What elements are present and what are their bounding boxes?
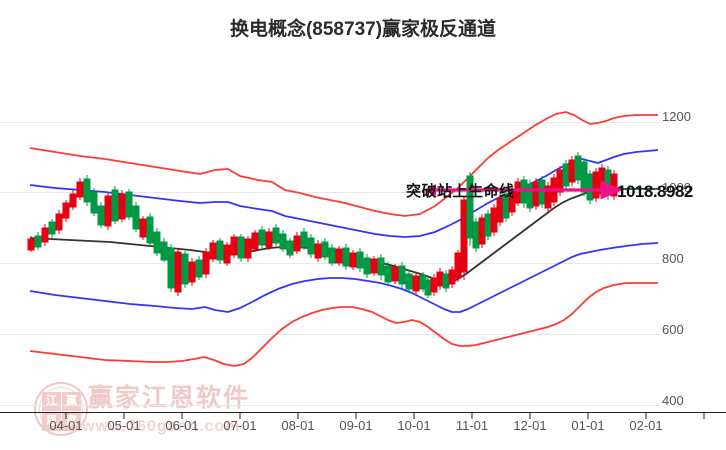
- watermark-url-text: www.360gann.com: [82, 418, 241, 435]
- current-price-label: 1018.8982: [617, 182, 693, 201]
- watermark-logo-cell: 赢: [62, 392, 81, 411]
- y-axis-tick: 800: [662, 251, 684, 266]
- x-axis-tick: 04-01: [49, 418, 83, 433]
- watermark-ring-inner: [39, 387, 83, 431]
- page-title: 换电概念(858737)赢家极反通道: [229, 19, 497, 40]
- x-axis-tick: 06-01: [165, 418, 199, 433]
- x-axis-tick: 05-01: [107, 418, 141, 433]
- y-axis-tick: 1000: [662, 180, 691, 195]
- lower-inner-band-path: [29, 242, 659, 313]
- breakout-annotation-label: 突破站上生命线: [406, 183, 515, 200]
- x-axis-tick: 09-01: [339, 418, 373, 433]
- x-axis-tick: 11-01: [455, 418, 489, 433]
- y-axis-tick: 1200: [662, 109, 691, 124]
- x-axis-tick: 10-01: [397, 418, 431, 433]
- watermark-logo-cell: 江: [42, 392, 61, 411]
- x-axis-tick: 08-01: [281, 418, 315, 433]
- upper-inner-band-path: [29, 149, 659, 238]
- upper-outer-band-path: [29, 111, 658, 217]
- y-axis-tick: 600: [662, 322, 684, 337]
- x-axis-tick: 01-01: [571, 418, 605, 433]
- watermark-logo-cell: 恩: [42, 412, 61, 431]
- breakout-arrow-left-head: [424, 184, 436, 196]
- lower-outer-band-path: [29, 282, 658, 367]
- x-axis-tick: 12-01: [513, 418, 547, 433]
- x-axis-tick: 02-01: [629, 418, 663, 433]
- watermark-logo: 江 赢 恩 家: [34, 382, 88, 436]
- y-axis-tick: 400: [662, 393, 684, 408]
- watermark-ring-outer: [34, 382, 88, 436]
- watermark-brand-text: 赢家江恩软件: [88, 384, 251, 412]
- x-axis-tick: 07-01: [223, 418, 257, 433]
- watermark-logo-cell: 家: [62, 412, 81, 431]
